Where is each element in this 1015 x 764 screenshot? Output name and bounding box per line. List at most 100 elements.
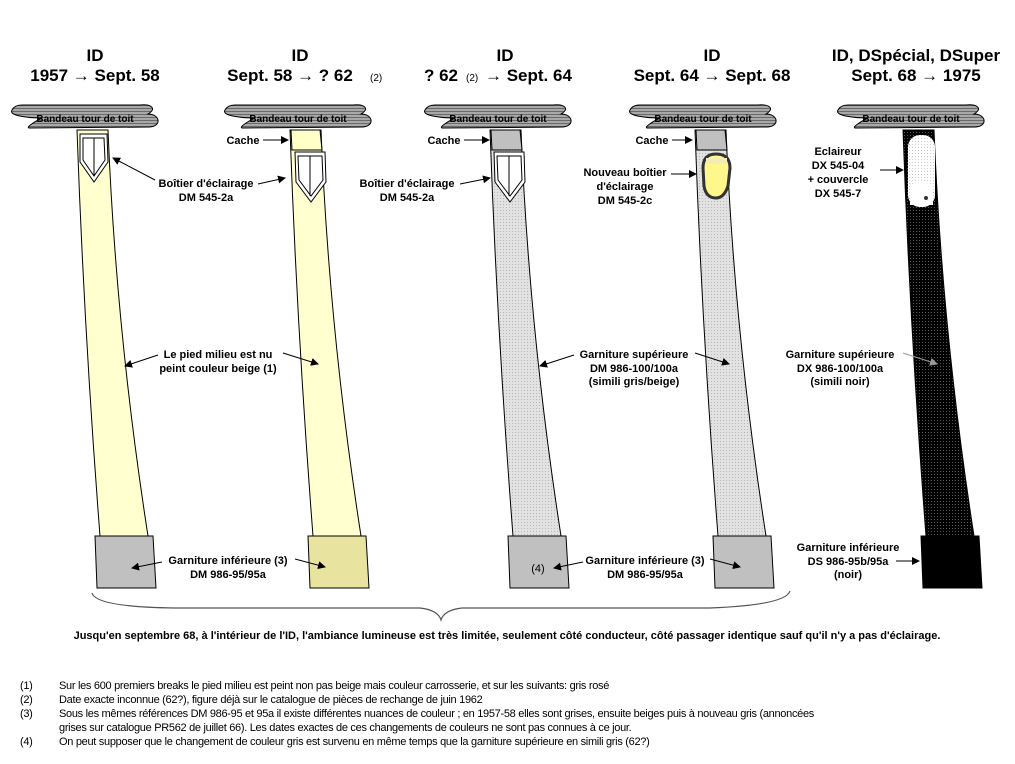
pillar-column-3: Bandeau tour de toit — [424, 104, 572, 589]
svg-text:DM 986-95/95a: DM 986-95/95a — [607, 569, 684, 581]
roof-band: Bandeau tour de toit — [224, 104, 372, 129]
label-cache-2: Cache — [226, 135, 289, 147]
lower-trim — [307, 535, 370, 589]
footnotes: (1) Sur les 600 premiers breaks le pied m… — [20, 680, 815, 748]
svg-text:peint couleur beige (1): peint couleur beige (1) — [159, 363, 277, 375]
column-title-4: ID Sept. 64 → Sept. 68 — [634, 46, 791, 85]
roof-band: Bandeau tour de toit — [11, 104, 159, 129]
column-title-1: ID 1957 → Sept. 58 — [30, 46, 159, 85]
svg-text:Garniture supérieure: Garniture supérieure — [786, 349, 895, 361]
lamp-shield-1 — [79, 133, 109, 183]
cache-cover — [490, 129, 523, 151]
svg-text:Le pied milieu est nu: Le pied milieu est nu — [164, 349, 273, 361]
footnote-text: On peut supposer que le changement de co… — [59, 736, 649, 748]
svg-text:DX 986-100/100a: DX 986-100/100a — [797, 363, 884, 375]
label-garniture-inf-noir: Garniture inférieure DS 986-95b/95a (noi… — [797, 542, 920, 581]
svg-text:Cache: Cache — [635, 135, 668, 147]
roof-band-label: Bandeau tour de toit — [862, 114, 960, 125]
upper-trim — [489, 129, 562, 537]
label-nouveau-boitier: Nouveau boîtier d'éclairage DM 545-2c — [583, 167, 697, 207]
svg-text:(simili gris/beige): (simili gris/beige) — [589, 376, 680, 388]
svg-text:DM 986-95/95a: DM 986-95/95a — [190, 569, 267, 581]
note-4-marker: (4) — [531, 563, 544, 575]
footnote-text: Sur les 600 premiers breaks le pied mili… — [59, 680, 609, 692]
svg-text:DM 545-2a: DM 545-2a — [179, 192, 234, 204]
period-note: (2) — [466, 73, 478, 84]
model-name: ID — [292, 46, 309, 65]
period: Sept. 64 → Sept. 68 — [634, 66, 791, 85]
svg-text:Boîtier d'éclairage: Boîtier d'éclairage — [360, 178, 455, 190]
svg-text:Garniture inférieure: Garniture inférieure — [797, 542, 900, 554]
label-boitier-1: Boîtier d'éclairage DM 545-2a — [112, 157, 286, 204]
lamp-shield-2 — [294, 151, 327, 203]
cache-cover — [290, 129, 323, 151]
footnote-text: Sous les mêmes références DM 986-95 et 9… — [59, 708, 815, 720]
roof-band-label: Bandeau tour de toit — [36, 114, 134, 125]
period: 1957 → Sept. 58 — [30, 66, 159, 85]
footnote-number: (4) — [20, 736, 33, 748]
model-name: ID — [497, 46, 514, 65]
pillar-column-2: Bandeau tour de toit — [224, 104, 372, 589]
pillar-column-4: Bandeau tour de toit — [629, 104, 777, 589]
roof-band-label: Bandeau tour de toit — [449, 114, 547, 125]
period-note: (2) — [370, 73, 382, 84]
roof-band: Bandeau tour de toit — [629, 104, 777, 129]
svg-text:DM 545-2a: DM 545-2a — [380, 192, 435, 204]
pillar-column-1: Bandeau tour de toit — [11, 104, 159, 589]
svg-text:+ couvercle: + couvercle — [808, 174, 869, 186]
period: Sept. 68 → 1975 — [851, 66, 980, 85]
footnote-text: grises sur catalogue PR562 de juillet 66… — [59, 722, 632, 734]
lower-trim — [920, 535, 983, 589]
model-name: ID, DSpécial, DSuper — [832, 46, 1001, 65]
column-title-5: ID, DSpécial, DSuper Sept. 68 → 1975 — [832, 46, 1001, 85]
label-cache-3: Cache — [427, 135, 490, 147]
roof-band: Bandeau tour de toit — [837, 104, 985, 129]
roof-band: Bandeau tour de toit — [424, 104, 572, 129]
svg-text:Nouveau boîtier: Nouveau boîtier — [583, 167, 667, 179]
roof-band-label: Bandeau tour de toit — [249, 114, 347, 125]
label-garniture-sup-noir: Garniture supérieure DX 986-100/100a (si… — [786, 349, 938, 388]
brace — [91, 590, 791, 623]
svg-text:d'éclairage: d'éclairage — [596, 181, 653, 193]
lamp-shield-3 — [493, 151, 526, 203]
svg-text:DX 545-7: DX 545-7 — [815, 188, 861, 200]
svg-text:(simili noir): (simili noir) — [810, 376, 870, 388]
svg-text:Garniture inférieure (3): Garniture inférieure (3) — [168, 555, 288, 567]
svg-text:Boîtier d'éclairage: Boîtier d'éclairage — [159, 178, 254, 190]
upper-trim — [76, 129, 149, 537]
footnote-number: (1) — [20, 680, 33, 692]
svg-text:Garniture supérieure: Garniture supérieure — [580, 349, 689, 361]
svg-text:(noir): (noir) — [834, 569, 862, 581]
svg-text:DS 986-95b/95a: DS 986-95b/95a — [808, 556, 890, 568]
cache-cover — [695, 129, 728, 151]
summary-note: Jusqu'en septembre 68, à l'intérieur de … — [74, 630, 941, 642]
period: ? 62 — [424, 66, 458, 85]
period-end: → Sept. 64 — [485, 66, 572, 85]
column-title-3: ID ? 62 (2) → Sept. 64 — [424, 46, 572, 85]
label-boitier-3: Boîtier d'éclairage DM 545-2a — [360, 175, 491, 204]
footnote-text: Date exacte inconnue (62?), figure déjà … — [59, 694, 483, 706]
svg-text:Garniture inférieure (3): Garniture inférieure (3) — [585, 555, 705, 567]
footnote-number: (3) — [20, 708, 33, 720]
footnote-number: (2) — [20, 694, 33, 706]
label-eclaireur: Eclaireur DX 545-04 + couvercle DX 545-7 — [808, 146, 904, 200]
svg-text:DM 545-2c: DM 545-2c — [598, 195, 652, 207]
label-garniture-inf-1: Garniture inférieure (3) DM 986-95/95a — [131, 555, 326, 581]
pillar-column-5: Bandeau tour de toit — [837, 104, 985, 589]
model-name: ID — [87, 46, 104, 65]
lower-trim — [507, 535, 570, 589]
roof-band-label: Bandeau tour de toit — [654, 114, 752, 125]
period: Sept. 58 → ? 62 — [227, 66, 353, 85]
lower-trim — [712, 535, 775, 589]
column-title-2: ID Sept. 58 → ? 62 (2) — [227, 46, 382, 85]
model-name: ID — [704, 46, 721, 65]
upper-trim — [289, 129, 362, 537]
lamp-oval-4 — [701, 152, 732, 200]
lower-trim — [94, 535, 157, 589]
svg-text:Eclaireur: Eclaireur — [814, 146, 862, 158]
svg-text:Cache: Cache — [226, 135, 259, 147]
svg-text:DM 986-100/100a: DM 986-100/100a — [590, 363, 679, 375]
label-pied-milieu: Le pied milieu est nu peint couleur beig… — [124, 349, 319, 375]
svg-text:DX 545-04: DX 545-04 — [812, 160, 865, 172]
